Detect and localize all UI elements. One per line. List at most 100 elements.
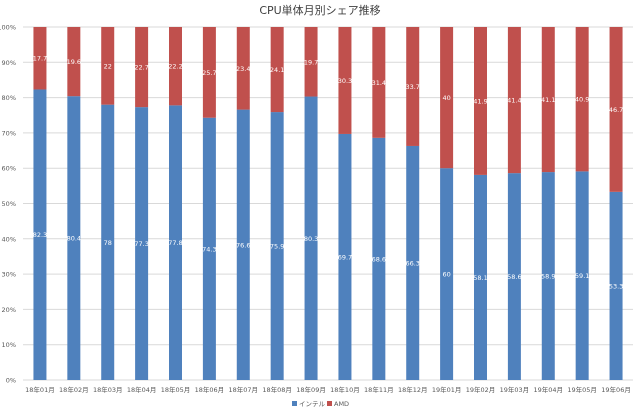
data-label: 24.1 bbox=[270, 66, 284, 74]
bar-intel bbox=[474, 174, 487, 380]
x-tick-label: 19年06月 bbox=[601, 385, 631, 394]
bar-amd bbox=[406, 27, 420, 146]
x-tick-label: 19年01月 bbox=[432, 385, 462, 394]
bar-intel bbox=[270, 112, 284, 380]
bar-amd bbox=[507, 27, 521, 174]
bar-amd bbox=[575, 27, 589, 172]
bar-intel bbox=[202, 117, 216, 380]
bar-amd bbox=[67, 27, 81, 97]
x-tick-label: 18年07月 bbox=[229, 385, 259, 394]
data-label: 77.8 bbox=[168, 239, 182, 247]
bar-amd bbox=[169, 27, 182, 106]
x-tick-label: 18年03月 bbox=[93, 385, 123, 394]
bar-amd bbox=[474, 27, 487, 175]
data-label: 58.1 bbox=[473, 274, 487, 282]
bar-intel bbox=[609, 191, 623, 380]
data-label: 40 bbox=[442, 94, 450, 102]
data-label: 17.7 bbox=[33, 55, 47, 63]
y-tick-label: 20% bbox=[2, 306, 16, 314]
bar-amd bbox=[609, 27, 623, 192]
x-tick-label: 19年02月 bbox=[466, 385, 496, 394]
data-label: 22.2 bbox=[168, 63, 182, 71]
bar-amd bbox=[101, 27, 115, 105]
data-label: 82.3 bbox=[33, 231, 47, 239]
data-label: 76.6 bbox=[236, 241, 250, 249]
y-tick-label: 70% bbox=[2, 129, 16, 137]
bar-amd bbox=[541, 27, 555, 173]
x-tick-label: 19年04月 bbox=[534, 385, 564, 394]
y-tick-label: 80% bbox=[2, 94, 16, 102]
data-label: 41.1 bbox=[541, 96, 555, 104]
bar-intel bbox=[575, 171, 589, 380]
y-tick-label: 40% bbox=[2, 235, 16, 243]
bar-intel bbox=[101, 104, 115, 380]
legend-label: AMD bbox=[334, 400, 349, 408]
bar-amd bbox=[135, 27, 149, 108]
bar-intel bbox=[236, 109, 250, 381]
data-label: 69.7 bbox=[338, 253, 352, 261]
y-tick-label: 10% bbox=[2, 341, 16, 349]
data-label: 46.7 bbox=[609, 106, 623, 114]
data-label: 31.4 bbox=[372, 79, 386, 87]
bar-amd bbox=[440, 27, 454, 169]
data-label: 58.9 bbox=[541, 273, 555, 281]
bar-amd bbox=[372, 27, 386, 138]
bar-intel bbox=[541, 172, 555, 380]
x-tick-label: 18年05月 bbox=[161, 385, 191, 394]
legend-swatch bbox=[327, 401, 332, 406]
data-label: 68.6 bbox=[372, 255, 386, 263]
y-tick-label: 60% bbox=[2, 165, 16, 173]
x-tick-label: 18年09月 bbox=[296, 385, 326, 394]
data-label: 80.3 bbox=[304, 235, 318, 243]
data-label: 75.9 bbox=[270, 243, 284, 251]
x-tick-label: 18年11月 bbox=[364, 385, 394, 394]
bar-intel bbox=[406, 145, 420, 380]
data-label: 22.7 bbox=[134, 64, 148, 72]
x-tick-label: 18年02月 bbox=[59, 385, 89, 394]
data-label: 53.3 bbox=[609, 282, 623, 290]
x-tick-label: 18年06月 bbox=[195, 385, 225, 394]
data-label: 77.3 bbox=[134, 240, 148, 248]
data-label: 33.7 bbox=[405, 83, 419, 91]
x-tick-label: 18年12月 bbox=[398, 385, 428, 394]
y-tick-label: 90% bbox=[2, 59, 16, 67]
bar-intel bbox=[169, 105, 182, 380]
data-label: 40.9 bbox=[575, 96, 589, 104]
data-label: 74.3 bbox=[202, 245, 216, 253]
data-label: 22 bbox=[104, 62, 112, 70]
data-label: 78 bbox=[104, 239, 112, 247]
bar-amd bbox=[338, 27, 352, 134]
bar-amd bbox=[236, 27, 250, 110]
chart-title: CPU単体月別シェア推移 bbox=[259, 4, 381, 17]
data-label: 80.4 bbox=[67, 235, 81, 243]
bar-amd bbox=[304, 27, 318, 97]
x-tick-label: 18年04月 bbox=[127, 385, 157, 394]
data-label: 66.3 bbox=[405, 259, 419, 267]
bar-intel bbox=[440, 168, 454, 380]
data-label: 25.7 bbox=[202, 69, 216, 77]
bar-intel bbox=[67, 96, 81, 381]
bar-amd bbox=[202, 27, 216, 118]
data-label: 60 bbox=[442, 271, 450, 279]
data-label: 41.4 bbox=[507, 97, 521, 105]
x-tick-label: 19年03月 bbox=[500, 385, 530, 394]
x-tick-label: 18年10月 bbox=[330, 385, 360, 394]
bar-intel bbox=[135, 107, 149, 381]
bar-intel bbox=[507, 173, 521, 380]
legend-swatch bbox=[292, 401, 297, 406]
data-label: 41.9 bbox=[473, 97, 487, 105]
bar-amd bbox=[270, 27, 284, 113]
bar-amd bbox=[33, 27, 47, 90]
data-label: 58.6 bbox=[507, 273, 521, 281]
y-tick-label: 100% bbox=[0, 24, 16, 32]
x-tick-label: 18年08月 bbox=[262, 385, 292, 394]
data-label: 30.3 bbox=[338, 77, 352, 85]
bar-intel bbox=[338, 133, 352, 380]
x-tick-label: 18年01月 bbox=[25, 385, 55, 394]
data-label: 23.4 bbox=[236, 65, 250, 73]
y-tick-label: 30% bbox=[2, 271, 16, 279]
bar-intel bbox=[33, 89, 47, 380]
data-label: 59.1 bbox=[575, 272, 589, 280]
